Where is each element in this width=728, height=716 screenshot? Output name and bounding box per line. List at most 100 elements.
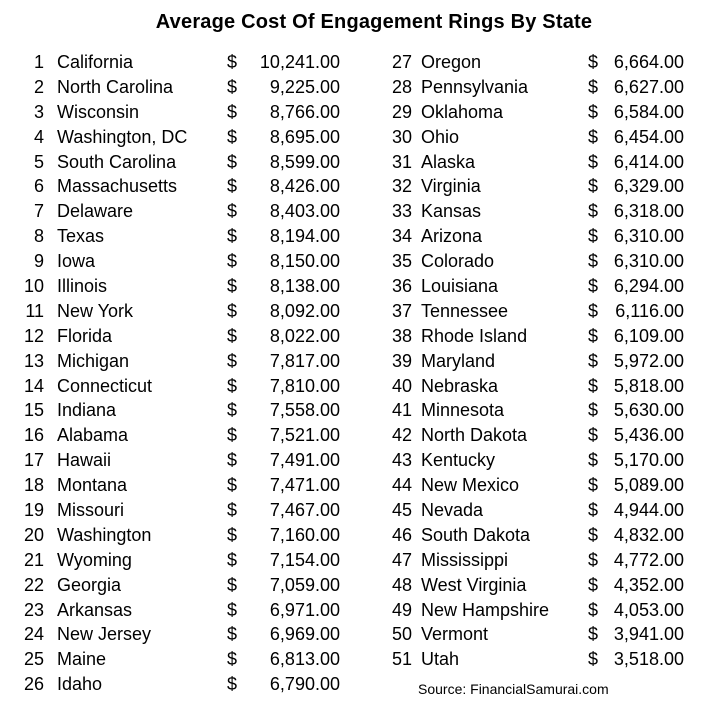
- table-row: 30 Ohio $ 6,454.00: [388, 125, 684, 150]
- state-cell: Michigan: [57, 350, 130, 371]
- currency-symbol: $: [227, 649, 238, 670]
- state-cell: Pennsylvania: [421, 76, 529, 97]
- amount-value: 3,941.00: [613, 624, 684, 645]
- rank-cell: 3: [33, 101, 44, 122]
- table-row: 22 Georgia $ 7,059.00: [20, 573, 340, 598]
- table-row: 50 Vermont $ 3,941.00: [388, 622, 684, 647]
- state-cell: Washington, DC: [57, 126, 188, 147]
- amount-value: 6,310.00: [613, 226, 684, 247]
- amount-value: 4,352.00: [613, 574, 684, 595]
- table-row: 21 Wyoming $ 7,154.00: [20, 548, 340, 573]
- rank-cell: 12: [23, 325, 44, 346]
- state-cell: Oregon: [421, 52, 482, 72]
- currency-symbol: $: [227, 176, 238, 197]
- table-row: 7 Delaware $ 8,403.00: [20, 199, 340, 224]
- table-row: 16 Alabama $ 7,521.00: [20, 423, 340, 448]
- amount-cell: $ 8,403.00: [227, 199, 340, 224]
- table-row: 26 Idaho $ 6,790.00: [20, 672, 340, 697]
- rank-cell: 51: [391, 649, 412, 670]
- currency-symbol: $: [588, 524, 599, 545]
- state-cell: Florida: [57, 325, 113, 346]
- amount-value: 7,521.00: [269, 425, 340, 446]
- amount-value: 4,053.00: [613, 599, 684, 620]
- rank-cell: 24: [23, 624, 44, 645]
- table-row: 17 Hawaii $ 7,491.00: [20, 448, 340, 473]
- page-title: Average Cost Of Engagement Rings By Stat…: [155, 11, 593, 33]
- amount-value: 7,817.00: [269, 350, 340, 371]
- amount-cell: $ 8,092.00: [227, 299, 340, 324]
- rank-cell: 47: [391, 549, 412, 570]
- state-cell: Kansas: [421, 201, 482, 222]
- amount-value: 8,150.00: [269, 251, 340, 272]
- rank-cell: 16: [23, 425, 44, 446]
- currency-symbol: $: [227, 52, 238, 72]
- table-row: 12 Florida $ 8,022.00: [20, 324, 340, 349]
- rank-cell: 7: [33, 201, 44, 222]
- amount-value: 6,627.00: [613, 76, 684, 97]
- amount-cell: $ 7,154.00: [227, 548, 340, 573]
- table-column-left: 1 California $ 10,241.00 2 North Carolin…: [20, 50, 340, 697]
- currency-symbol: $: [588, 649, 599, 670]
- state-cell: Mississippi: [421, 549, 509, 570]
- state-cell: North Dakota: [421, 425, 528, 446]
- amount-cell: $ 6,454.00: [588, 125, 684, 150]
- rank-cell: 38: [391, 325, 412, 346]
- amount-cell: $ 4,352.00: [588, 573, 684, 598]
- amount-value: 5,818.00: [613, 375, 684, 396]
- amount-value: 5,170.00: [613, 450, 684, 471]
- currency-symbol: $: [588, 500, 599, 521]
- state-cell: Connecticut: [57, 375, 153, 396]
- amount-cell: $ 6,664.00: [588, 50, 684, 75]
- rank-cell: 10: [23, 276, 44, 297]
- table-row: 43 Kentucky $ 5,170.00: [388, 448, 684, 473]
- currency-symbol: $: [227, 375, 238, 396]
- amount-value: 6,790.00: [269, 674, 340, 695]
- table-column-right: 27 Oregon $ 6,664.00 28 Pennsylvania $ 6…: [388, 50, 684, 672]
- state-cell: Alabama: [57, 425, 129, 446]
- rank-cell: 32: [391, 176, 412, 197]
- rank-cell: 29: [391, 101, 412, 122]
- amount-cell: $ 6,109.00: [588, 324, 684, 349]
- amount-cell: $ 6,294.00: [588, 274, 684, 299]
- state-cell: Illinois: [57, 276, 108, 297]
- currency-symbol: $: [227, 524, 238, 545]
- state-cell: Georgia: [57, 574, 122, 595]
- state-cell: Delaware: [57, 201, 134, 222]
- state-cell: Louisiana: [421, 276, 499, 297]
- amount-value: 6,454.00: [613, 126, 684, 147]
- table-row: 1 California $ 10,241.00: [20, 50, 340, 75]
- table-row: 5 South Carolina $ 8,599.00: [20, 150, 340, 175]
- currency-symbol: $: [588, 549, 599, 570]
- rank-cell: 45: [391, 500, 412, 521]
- amount-cell: $ 8,426.00: [227, 174, 340, 199]
- rank-cell: 23: [23, 599, 44, 620]
- state-cell: Tennessee: [421, 300, 509, 321]
- amount-cell: $ 7,817.00: [227, 349, 340, 374]
- amount-value: 4,832.00: [613, 524, 684, 545]
- rank-cell: 1: [33, 52, 44, 72]
- state-cell: Minnesota: [421, 400, 505, 421]
- currency-symbol: $: [227, 325, 238, 346]
- currency-symbol: $: [588, 300, 599, 321]
- state-cell: Massachusetts: [57, 176, 178, 197]
- state-cell: Maryland: [421, 350, 496, 371]
- amount-cell: $ 6,414.00: [588, 150, 684, 175]
- state-cell: Rhode Island: [421, 325, 528, 346]
- currency-symbol: $: [227, 300, 238, 321]
- rank-cell: 28: [391, 76, 412, 97]
- amount-cell: $ 6,969.00: [227, 622, 340, 647]
- table-row: 15 Indiana $ 7,558.00: [20, 398, 340, 423]
- table-row: 3 Wisconsin $ 8,766.00: [20, 100, 340, 125]
- state-cell: Hawaii: [57, 450, 112, 471]
- rank-cell: 49: [391, 599, 412, 620]
- amount-cell: $ 4,053.00: [588, 598, 684, 623]
- rank-cell: 20: [23, 524, 44, 545]
- amount-cell: $ 8,194.00: [227, 224, 340, 249]
- amount-value: 6,971.00: [269, 599, 340, 620]
- currency-symbol: $: [588, 325, 599, 346]
- currency-symbol: $: [588, 450, 599, 471]
- amount-cell: $ 6,584.00: [588, 100, 684, 125]
- rank-cell: 36: [391, 276, 412, 297]
- table-row: 25 Maine $ 6,813.00: [20, 647, 340, 672]
